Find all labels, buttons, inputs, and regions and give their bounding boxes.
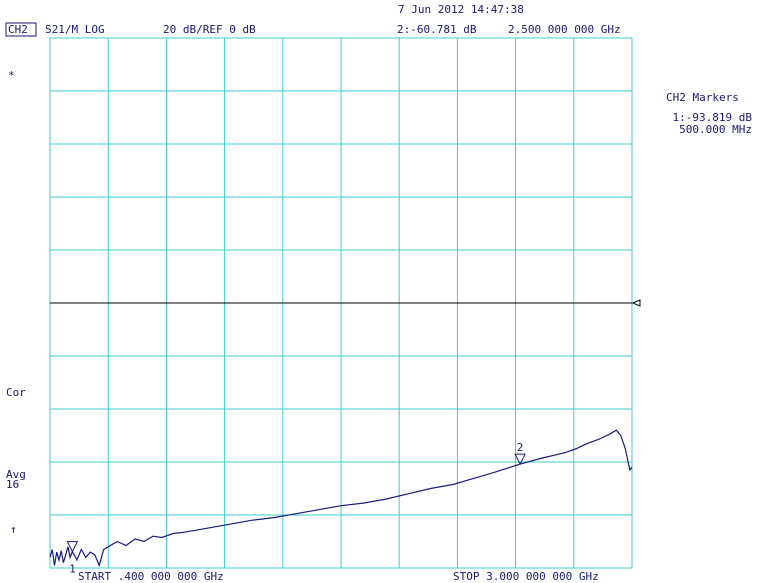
timestamp: 7 Jun 2012 14:47:38: [398, 3, 524, 16]
marker: [66, 541, 79, 553]
status-avg-count: 16: [6, 478, 19, 491]
measurement: S21/M LOG: [45, 23, 105, 36]
status-star: *: [8, 69, 15, 82]
reference-pointer: [631, 299, 641, 307]
marker-label: 1: [69, 563, 76, 576]
start-label: START .400 000 000 GHz: [78, 570, 224, 583]
scale: 20 dB/REF 0 dB: [163, 23, 256, 36]
channel-box: [5, 22, 37, 37]
marker-label: 2: [517, 441, 524, 454]
active-marker-freq: 2.500 000 000 GHz: [508, 23, 621, 36]
marker: [514, 453, 526, 466]
status-avg: Avg: [6, 468, 26, 481]
trace: [49, 429, 633, 568]
marker-panel-freq: 500.000 MHz: [679, 123, 752, 136]
marker-panel-title: CH2 Markers: [666, 91, 739, 104]
status-arrow: ↑: [10, 523, 17, 536]
stop-label: STOP 3.000 000 000 GHz: [453, 570, 599, 583]
status-cor: Cor: [6, 386, 26, 399]
active-marker: 2:-60.781 dB: [397, 23, 477, 36]
channel: CH2: [8, 23, 28, 36]
marker-panel-value: 1:-93.819 dB: [673, 111, 753, 124]
